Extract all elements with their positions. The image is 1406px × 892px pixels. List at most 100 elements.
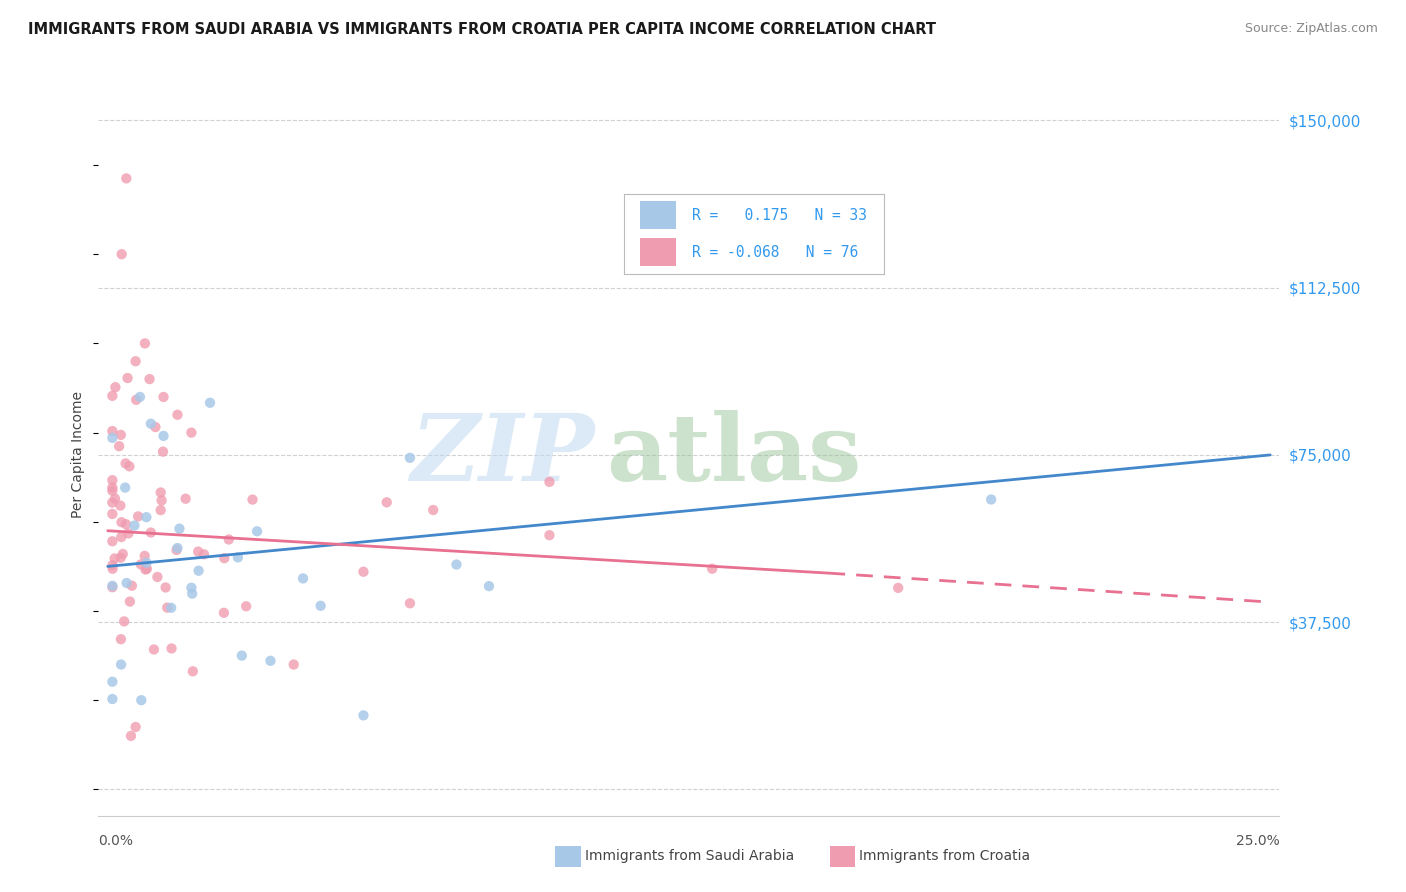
Point — [353, 708, 375, 723]
Point — [104, 551, 127, 566]
Point — [101, 674, 124, 689]
Point — [101, 473, 124, 487]
Point — [101, 424, 124, 438]
Point — [124, 720, 146, 734]
Point — [145, 420, 167, 434]
Point — [135, 556, 157, 570]
Point — [101, 483, 124, 498]
Text: atlas: atlas — [606, 410, 862, 500]
Point — [259, 654, 281, 668]
Text: Immigrants from Saudi Arabia: Immigrants from Saudi Arabia — [585, 849, 794, 863]
Point — [309, 599, 332, 613]
Point — [149, 503, 172, 517]
Point — [353, 565, 375, 579]
Point — [174, 491, 197, 506]
Point — [110, 657, 132, 672]
Point — [446, 558, 468, 572]
Point — [129, 558, 152, 572]
Point — [124, 518, 146, 533]
Point — [146, 570, 169, 584]
Point — [134, 336, 156, 351]
Point — [135, 562, 157, 576]
Point — [110, 428, 132, 442]
Point — [160, 641, 183, 656]
Point — [104, 491, 127, 506]
Point — [115, 171, 138, 186]
Text: 0.0%: 0.0% — [98, 834, 134, 848]
Point — [156, 600, 179, 615]
Point — [152, 390, 174, 404]
Point — [135, 510, 157, 524]
Point — [538, 475, 561, 489]
Point — [399, 596, 422, 610]
Point — [117, 526, 139, 541]
Point — [181, 665, 204, 679]
Point — [111, 547, 134, 561]
Bar — [640, 238, 676, 266]
Point — [375, 495, 398, 509]
Point — [127, 509, 149, 524]
Bar — [640, 202, 676, 229]
Point — [152, 444, 174, 458]
Point — [110, 515, 132, 529]
Point — [114, 481, 136, 495]
Point — [101, 534, 124, 549]
Point — [101, 580, 124, 594]
Point — [111, 247, 134, 261]
Point — [399, 450, 422, 465]
Point — [212, 606, 235, 620]
Point — [142, 642, 165, 657]
Point — [124, 354, 146, 368]
Text: R =   0.175   N = 33: R = 0.175 N = 33 — [692, 208, 866, 223]
Point — [150, 493, 173, 508]
Point — [235, 599, 257, 614]
Point — [108, 439, 131, 453]
Point — [166, 408, 188, 422]
Point — [112, 615, 135, 629]
Text: IMMIGRANTS FROM SAUDI ARABIA VS IMMIGRANTS FROM CROATIA PER CAPITA INCOME CORREL: IMMIGRANTS FROM SAUDI ARABIA VS IMMIGRAN… — [28, 22, 936, 37]
Point — [117, 371, 139, 385]
Point — [214, 551, 236, 566]
Point — [166, 543, 188, 558]
Point — [121, 579, 143, 593]
Point — [138, 372, 160, 386]
Point — [231, 648, 253, 663]
Point — [115, 517, 138, 532]
Point — [110, 632, 132, 647]
Point — [101, 692, 124, 706]
Point — [155, 581, 177, 595]
Point — [129, 693, 152, 707]
Point — [180, 581, 202, 595]
Point — [101, 558, 124, 573]
Text: ZIP: ZIP — [411, 410, 595, 500]
Point — [135, 562, 157, 576]
Point — [101, 562, 124, 576]
Point — [246, 524, 269, 539]
Point — [110, 550, 132, 565]
Point — [110, 499, 132, 513]
Text: R = -0.068   N = 76: R = -0.068 N = 76 — [692, 245, 858, 260]
Point — [101, 481, 124, 495]
Point — [101, 579, 124, 593]
Point — [139, 417, 162, 431]
Point — [422, 503, 444, 517]
Point — [101, 495, 124, 509]
Point — [129, 390, 152, 404]
Point — [139, 525, 162, 540]
Point — [134, 549, 156, 563]
Point — [980, 492, 1002, 507]
Point — [181, 587, 204, 601]
Point — [187, 544, 209, 558]
Text: Immigrants from Croatia: Immigrants from Croatia — [859, 849, 1031, 863]
Point — [160, 600, 183, 615]
Point — [242, 492, 264, 507]
Point — [180, 425, 202, 440]
Point — [218, 533, 240, 547]
Point — [198, 396, 221, 410]
Point — [538, 528, 561, 542]
Point — [149, 485, 172, 500]
Point — [101, 431, 124, 445]
Point — [118, 459, 141, 474]
Point — [110, 530, 132, 544]
Text: Source: ZipAtlas.com: Source: ZipAtlas.com — [1244, 22, 1378, 36]
